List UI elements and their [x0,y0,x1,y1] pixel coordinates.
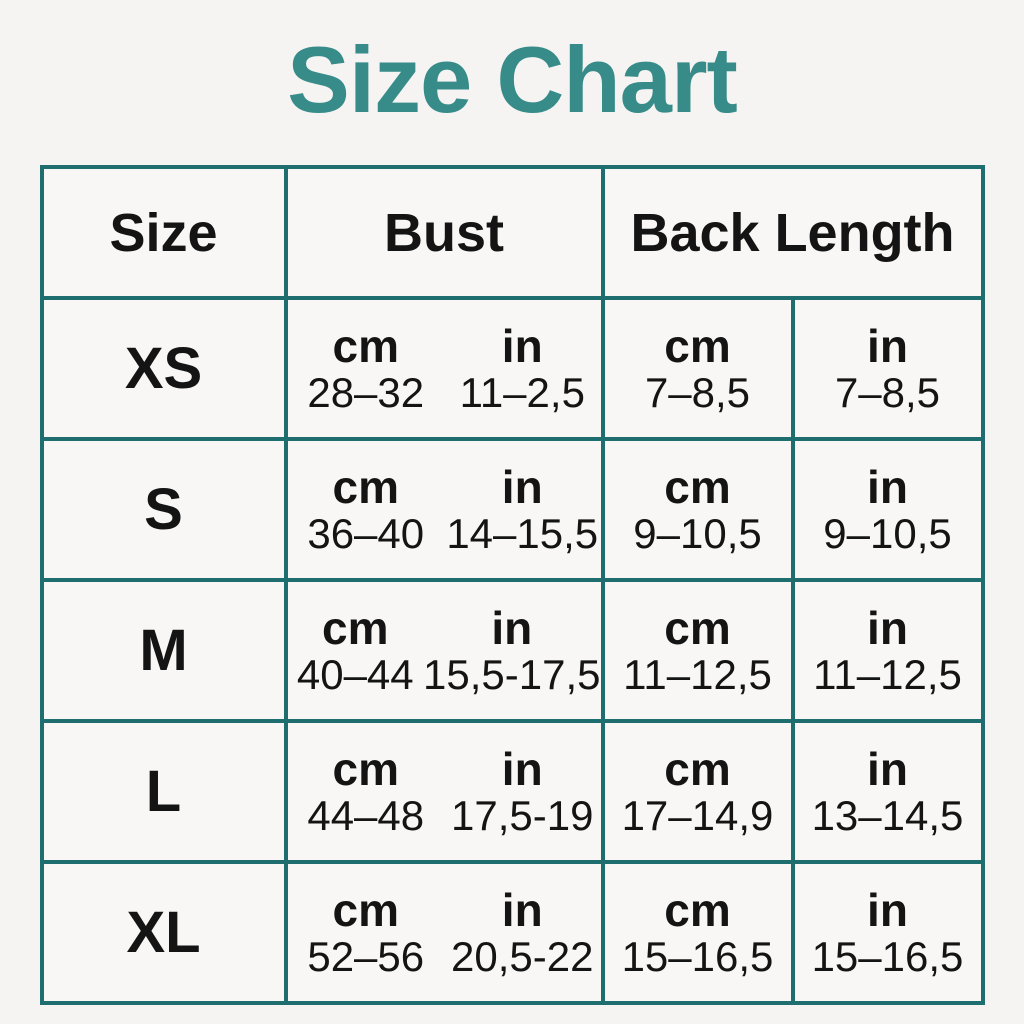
bust-cm-pair: cm 28–32 [288,322,445,416]
size-chart-title: Size Chart [287,27,738,132]
back-cm-pair: cm 15–16,5 [622,886,774,980]
back-length-in-cell-xl: in 15–16,5 [794,864,981,1001]
unit-label-cm: cm [332,319,399,372]
size-cell-m: M [43,582,284,719]
unit-label-cm: cm [322,601,389,654]
back-cm-pair: cm 7–8,5 [645,322,750,416]
back-length-in-cell-l: in 13–14,5 [794,723,981,860]
back-length-in-cell-s: in 9–10,5 [794,441,981,578]
unit-label-cm: cm [664,460,731,513]
unit-label-cm: cm [332,460,399,513]
unit-label-in: in [501,883,543,936]
unit-label-in: in [867,319,908,372]
bust-cm-pair: cm 52–56 [288,886,445,980]
unit-label-in: in [491,601,533,654]
bust-cm-value: 28–32 [307,368,425,416]
unit-label-cm: cm [664,883,731,936]
back-cm-value: 7–8,5 [644,368,751,416]
bust-cm-value: 44–48 [307,791,425,839]
size-chart-table: Size Bust Back Length XS cm 28–32 in 11–… [39,165,985,1005]
back-cm-value: 9–10,5 [633,509,762,557]
bust-in-value: 11–2,5 [459,368,585,416]
bust-cm-value: 52–56 [307,932,425,980]
bust-in-value: 15,5-17,5 [423,650,601,698]
back-cm-pair: cm 17–14,9 [622,745,774,839]
bust-cm-pair: cm 40–44 [288,604,424,698]
unit-label-in: in [867,601,908,654]
back-in-pair: in 15–16,5 [812,886,964,980]
bust-in-pair: in 17,5-19 [444,745,601,839]
unit-label-in: in [867,742,908,795]
bust-cell-m: cm 40–44 in 15,5-17,5 [287,582,601,719]
back-in-value: 13–14,5 [811,791,964,839]
bust-cm-value: 40–44 [296,650,414,698]
back-length-cm-cell-xs: cm 7–8,5 [604,300,791,437]
unit-label-in: in [867,883,908,936]
header-cell-size: Size [43,169,284,296]
back-cm-value: 15–16,5 [621,932,774,980]
back-in-value: 11–12,5 [813,650,962,698]
back-cm-value: 11–12,5 [623,650,772,698]
bust-cm-pair: cm 36–40 [288,463,445,557]
back-in-pair: in 9–10,5 [823,463,951,557]
back-length-cm-cell-s: cm 9–10,5 [604,441,791,578]
unit-label-cm: cm [664,742,731,795]
back-in-value: 9–10,5 [823,509,952,557]
bust-in-pair: in 15,5-17,5 [423,604,600,698]
back-length-in-cell-xs: in 7–8,5 [794,300,981,437]
bust-in-value: 20,5-22 [451,932,594,980]
back-length-cm-cell-xl: cm 15–16,5 [604,864,791,1001]
unit-label-cm: cm [332,883,399,936]
unit-label-in: in [501,742,543,795]
bust-in-pair: in 14–15,5 [444,463,601,557]
size-cell-xl: XL [43,864,284,1001]
back-in-pair: in 11–12,5 [813,604,962,698]
bust-cm-pair: cm 44–48 [288,745,445,839]
bust-in-pair: in 20,5-22 [444,886,601,980]
size-cell-xs: XS [43,300,284,437]
bust-cell-xl: cm 52–56 in 20,5-22 [287,864,601,1001]
back-in-pair: in 13–14,5 [812,745,964,839]
back-length-cm-cell-m: cm 11–12,5 [604,582,791,719]
back-cm-pair: cm 11–12,5 [623,604,772,698]
size-cell-s: S [43,441,284,578]
bust-in-pair: in 11–2,5 [444,322,601,416]
bust-in-value: 14–15,5 [446,509,599,557]
unit-label-cm: cm [332,742,399,795]
unit-label-in: in [501,460,543,513]
back-in-value: 7–8,5 [834,368,941,416]
back-length-cm-cell-l: cm 17–14,9 [604,723,791,860]
back-length-in-cell-m: in 11–12,5 [794,582,981,719]
header-cell-bust: Bust [287,169,601,296]
unit-label-in: in [501,319,543,372]
unit-label-cm: cm [664,601,731,654]
unit-label-in: in [867,460,908,513]
bust-cell-l: cm 44–48 in 17,5-19 [287,723,601,860]
back-cm-pair: cm 9–10,5 [633,463,761,557]
unit-label-cm: cm [664,319,731,372]
header-cell-back-length: Back Length [604,169,981,296]
back-in-value: 15–16,5 [811,932,964,980]
size-cell-l: L [43,723,284,860]
back-cm-value: 17–14,9 [621,791,774,839]
bust-cell-s: cm 36–40 in 14–15,5 [287,441,601,578]
bust-cm-value: 36–40 [307,509,425,557]
back-in-pair: in 7–8,5 [835,322,940,416]
bust-cell-xs: cm 28–32 in 11–2,5 [287,300,601,437]
bust-in-value: 17,5-19 [451,791,594,839]
